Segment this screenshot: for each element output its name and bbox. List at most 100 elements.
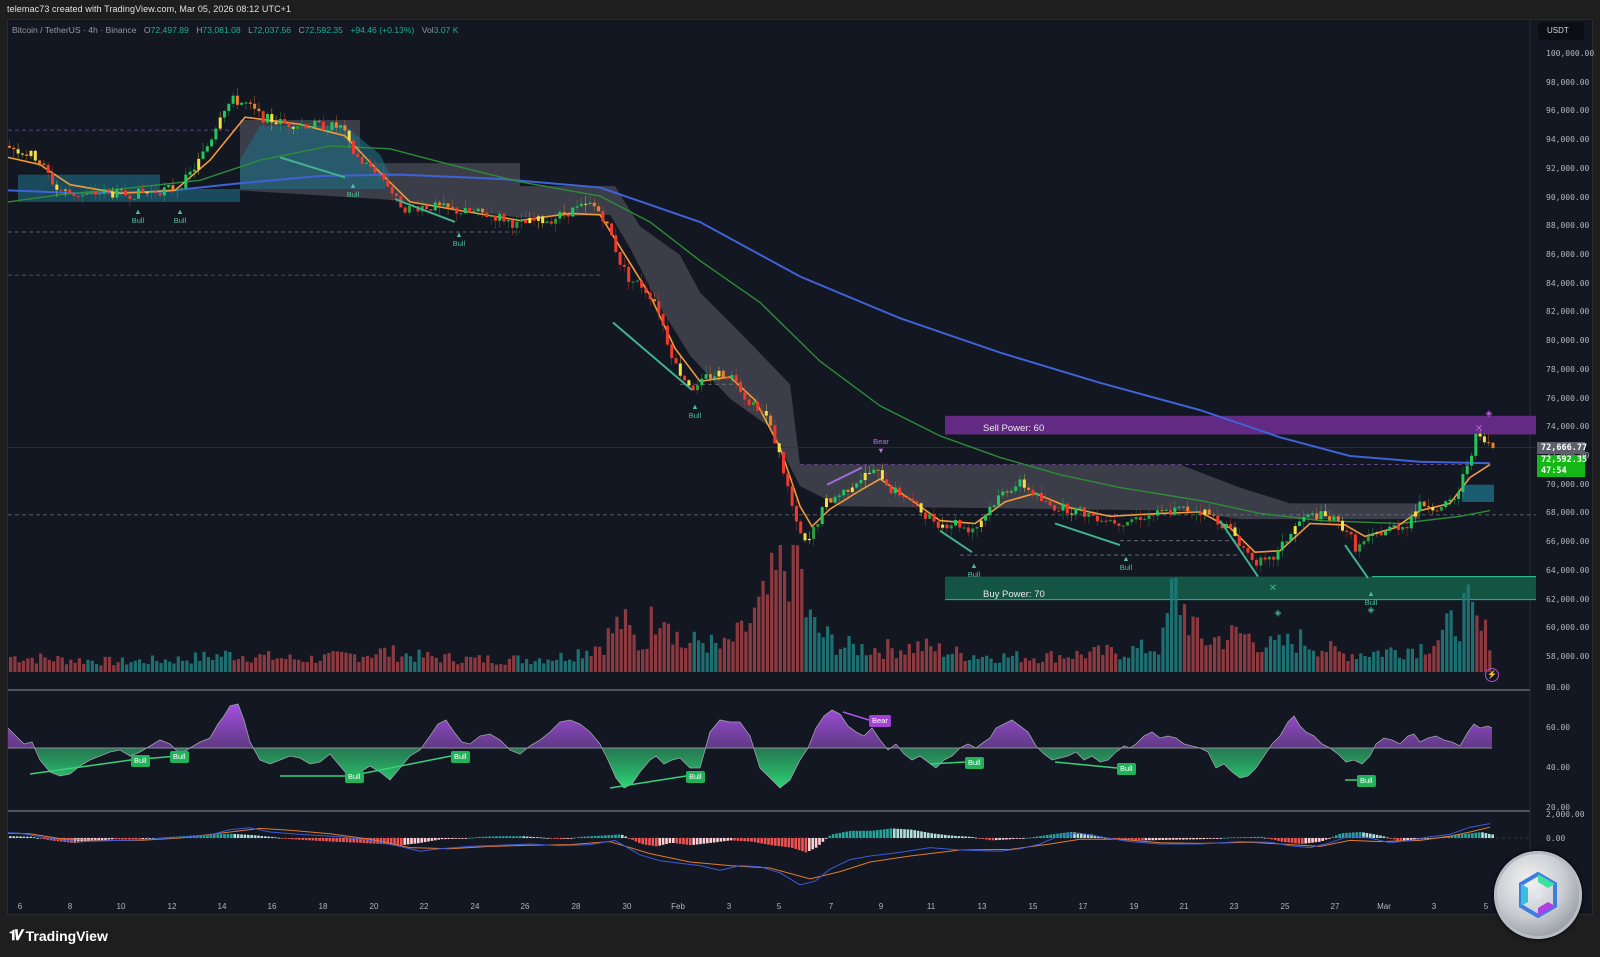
candle-body xyxy=(175,189,179,191)
time-axis-label: 3 xyxy=(726,902,732,911)
macd-histogram-bar xyxy=(134,838,138,840)
lightning-icon[interactable]: ⚡ xyxy=(1485,668,1499,682)
price-axis-label: 92,000.00 xyxy=(1546,163,1590,173)
candle-body xyxy=(1255,559,1258,566)
candle-body xyxy=(532,218,536,221)
volume-bar xyxy=(580,658,585,672)
macd-histogram-bar xyxy=(658,838,661,846)
candle-body xyxy=(20,153,24,155)
volume-bar xyxy=(555,659,559,672)
macd-histogram-bar xyxy=(73,838,77,843)
bull-divergence-badge: Bull xyxy=(451,751,470,763)
candle-body xyxy=(485,212,489,217)
volume-bar xyxy=(1471,601,1475,672)
volume-bar xyxy=(976,659,980,672)
volume-bar xyxy=(1247,633,1251,672)
volume-bar xyxy=(572,661,576,672)
macd-histogram-bar xyxy=(961,836,964,838)
candle-body xyxy=(1276,550,1280,560)
macd-histogram-bar xyxy=(954,835,957,838)
macd-histogram-bar xyxy=(709,838,712,843)
macd-histogram-bar xyxy=(1233,837,1236,839)
candle-body xyxy=(1444,501,1448,507)
volume-bar xyxy=(916,641,920,672)
candle-body xyxy=(111,191,115,198)
bull-divergence-badge: Bull xyxy=(345,771,364,783)
macd-histogram-bar xyxy=(1216,838,1219,839)
symbol-name[interactable]: Bitcoin / TetherUS · 4h · Binance xyxy=(12,25,137,35)
macd-histogram-bar xyxy=(1144,838,1148,841)
volume-bar xyxy=(490,663,494,672)
candle-body xyxy=(214,128,218,140)
volume-bar xyxy=(1320,650,1324,672)
tradingview-logo[interactable]: 𝟏𝑽 TradingView xyxy=(9,927,108,944)
macd-histogram-bar xyxy=(1287,838,1290,843)
candle-body xyxy=(1422,501,1426,507)
bull-signal: ▲ Bull xyxy=(347,181,360,199)
candle-body xyxy=(287,122,291,127)
macd-histogram-bar xyxy=(386,838,389,845)
bull-divergence-badge: Bull xyxy=(170,751,189,763)
volume-bar xyxy=(396,661,400,672)
candle-body xyxy=(184,174,188,189)
candle-body xyxy=(489,215,493,217)
volume-bar xyxy=(744,631,748,672)
volume-bar xyxy=(838,649,843,672)
volume-bar xyxy=(34,663,38,672)
cross-marker-icon: ✕ xyxy=(1269,583,1277,594)
candle-body xyxy=(266,114,269,123)
macd-histogram-bar xyxy=(321,838,325,842)
currency-button[interactable]: USDT xyxy=(1538,22,1584,40)
candle-body xyxy=(317,120,321,122)
time-axis-label: 3 xyxy=(1431,902,1437,911)
up-triangle-icon: ▲ xyxy=(349,180,357,190)
macd-histogram-bar xyxy=(702,838,706,844)
macd-histogram-bar xyxy=(1375,834,1379,838)
candle-body xyxy=(1130,519,1134,523)
macd-histogram-bar xyxy=(1199,838,1202,840)
macd-histogram-bar xyxy=(1403,838,1406,842)
volume-bar xyxy=(752,607,757,672)
macd-histogram-bar xyxy=(1158,838,1161,840)
macd-histogram-bar xyxy=(485,836,488,838)
volume-bar xyxy=(1440,629,1445,672)
candle-body xyxy=(1078,507,1082,509)
candle-body xyxy=(945,524,949,529)
macd-histogram-bar xyxy=(94,838,97,842)
macd-histogram-bar xyxy=(1338,833,1341,838)
candle-body xyxy=(227,103,231,111)
macd-histogram-bar xyxy=(1321,838,1324,841)
volume-bar xyxy=(499,664,503,672)
volume-bar xyxy=(520,663,524,672)
divergence-line xyxy=(939,529,973,554)
volume-bar xyxy=(314,662,318,672)
volume-bar xyxy=(206,657,210,672)
divergence-line xyxy=(612,321,693,391)
macd-histogram-bar xyxy=(495,836,498,838)
macd-histogram-bar xyxy=(1148,838,1151,841)
macd-histogram-bar xyxy=(638,838,641,843)
candle-body xyxy=(149,191,153,193)
macd-histogram-bar xyxy=(77,838,80,843)
volume-bar xyxy=(456,664,460,672)
volume-bar xyxy=(864,655,868,672)
macd-histogram-bar xyxy=(1052,834,1056,838)
volume-bar xyxy=(1096,645,1101,672)
volume-bar xyxy=(980,657,984,672)
candle-body xyxy=(979,520,983,527)
candle-body xyxy=(128,195,132,199)
volume-bar xyxy=(1084,658,1088,672)
volume-bar xyxy=(1178,615,1182,672)
macd-histogram-bar xyxy=(315,838,318,841)
volume-bar xyxy=(348,653,352,672)
candle-body xyxy=(390,186,394,194)
volume-bar xyxy=(288,654,292,672)
macd-histogram-bar xyxy=(1209,838,1212,839)
ema-line xyxy=(7,173,1491,465)
volume-bar xyxy=(1049,651,1053,672)
volume-bar xyxy=(271,659,275,672)
candle-body xyxy=(906,497,910,499)
volume-bar xyxy=(17,662,21,672)
macd-histogram-bar xyxy=(1277,838,1280,841)
